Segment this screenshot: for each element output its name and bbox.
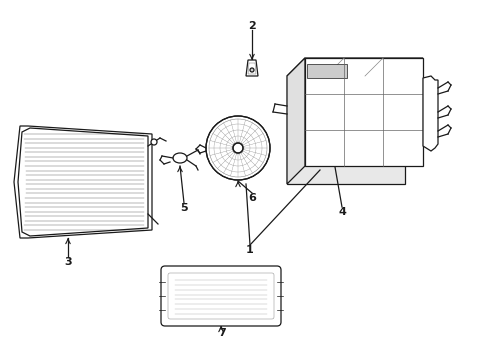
- Circle shape: [151, 139, 157, 145]
- Polygon shape: [305, 58, 423, 166]
- Polygon shape: [287, 58, 423, 76]
- Circle shape: [250, 68, 254, 72]
- Text: 2: 2: [248, 21, 256, 31]
- FancyBboxPatch shape: [161, 266, 281, 326]
- Polygon shape: [18, 128, 148, 236]
- Text: 5: 5: [180, 203, 188, 213]
- Polygon shape: [287, 76, 405, 184]
- Text: 4: 4: [338, 207, 346, 217]
- Text: 3: 3: [64, 257, 72, 267]
- Text: 7: 7: [218, 328, 226, 338]
- Polygon shape: [287, 58, 305, 184]
- Text: 6: 6: [248, 193, 256, 203]
- Circle shape: [233, 143, 243, 153]
- Polygon shape: [423, 76, 438, 151]
- Bar: [307, 64, 347, 78]
- Text: 1: 1: [246, 245, 254, 255]
- Polygon shape: [246, 60, 258, 76]
- Ellipse shape: [173, 153, 187, 163]
- Circle shape: [206, 116, 270, 180]
